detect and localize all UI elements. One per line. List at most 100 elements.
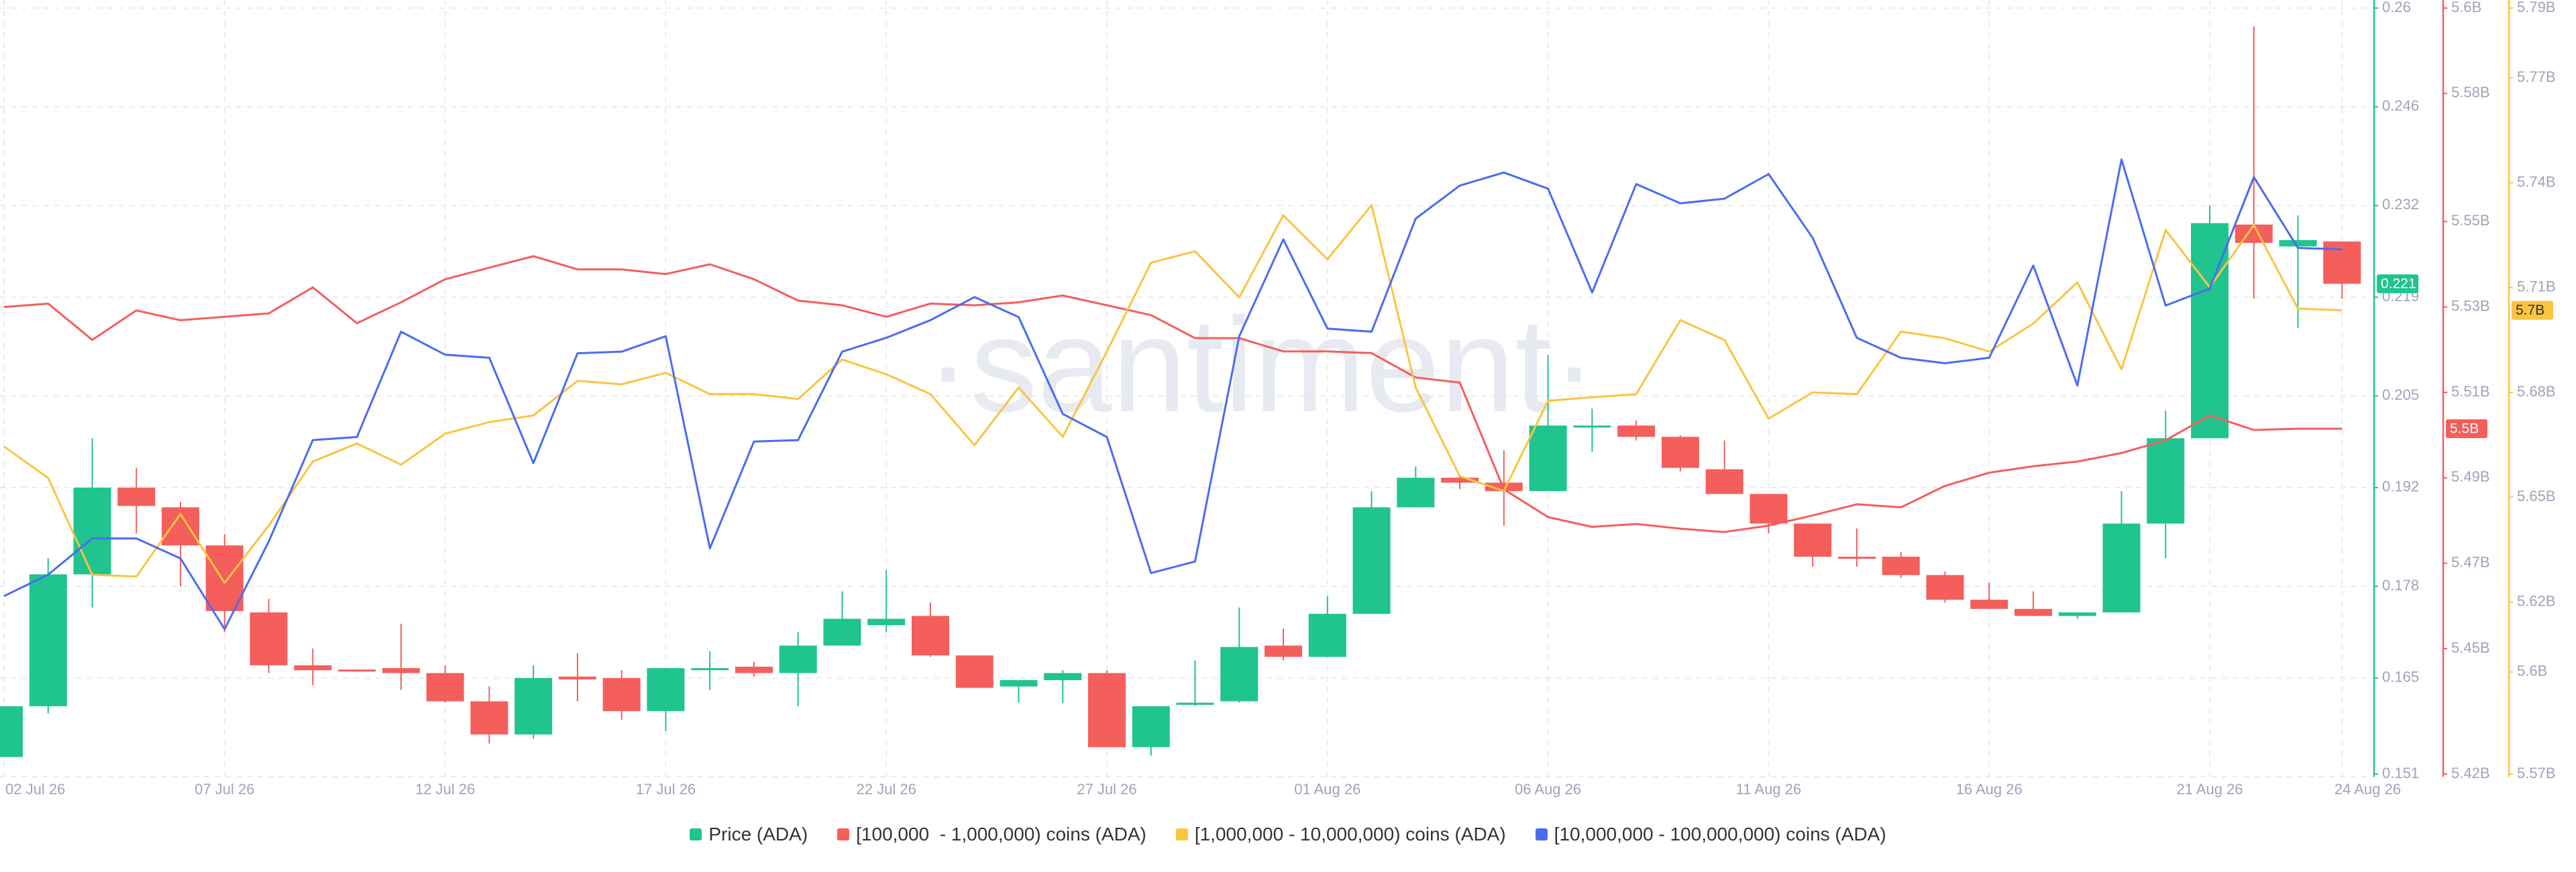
y-tick-label: 0.246 xyxy=(2382,97,2419,114)
candle-body xyxy=(1176,702,1214,705)
candle-body xyxy=(602,677,641,712)
candle-body xyxy=(691,668,729,671)
y-tick-label: 0.232 xyxy=(2382,196,2419,213)
y-tick-label: 0.165 xyxy=(2382,669,2419,686)
legend-item[interactable]: Price (ADA) xyxy=(690,824,808,845)
legend-swatch xyxy=(1535,828,1548,840)
candle-body xyxy=(515,677,553,734)
x-tick-label: 17 Jul 26 xyxy=(636,781,696,798)
legend-swatch xyxy=(1175,828,1188,840)
candle-body xyxy=(867,618,906,625)
x-tick-label: 12 Jul 26 xyxy=(415,781,475,798)
y-tick-label: 5.53B xyxy=(2451,297,2490,314)
candle-body xyxy=(1044,673,1082,680)
y-tick-label: 5.79B xyxy=(2517,0,2556,15)
x-tick-label: 27 Jul 26 xyxy=(1077,781,1136,798)
legend: Price (ADA) [100,000 - 1,000,000) coins (… xyxy=(0,824,2576,845)
candle-body xyxy=(1573,425,1611,428)
candle-body xyxy=(1617,425,1656,437)
legend-label: Price (ADA) xyxy=(708,824,808,844)
legend-label: [1,000,000 - 10,000,000) coins (ADA) xyxy=(1194,824,1506,844)
y-tick-label: 5.58B xyxy=(2451,84,2490,101)
y-tick-label: 0.205 xyxy=(2382,386,2419,403)
candle-body xyxy=(1000,679,1038,687)
current-value-label: 0.221 xyxy=(2381,276,2416,292)
y-tick-label: 0.151 xyxy=(2382,765,2419,781)
candle-body xyxy=(558,676,596,679)
y-tick-label: 0.26 xyxy=(2382,0,2411,15)
candle-body xyxy=(823,618,861,646)
y-tick-label: 5.55B xyxy=(2451,212,2490,229)
candle-body xyxy=(1705,469,1743,494)
candle-body xyxy=(0,706,23,757)
candle-body xyxy=(1750,494,1788,524)
current-value-label: 5.7B xyxy=(2516,303,2544,318)
candle-body xyxy=(1837,556,1876,559)
candle-body xyxy=(250,612,288,665)
current-value-badge xyxy=(2377,274,2418,294)
candle-body xyxy=(1308,614,1346,657)
candle-body xyxy=(470,701,508,734)
y-tick-label: 5.71B xyxy=(2517,278,2556,295)
y-tick-label: 5.45B xyxy=(2451,639,2490,656)
x-tick-label: 06 Aug 26 xyxy=(1515,781,1581,798)
series-line xyxy=(3,255,2343,533)
x-tick-label: 22 Jul 26 xyxy=(857,781,916,798)
x-tick-label: 24 Aug 26 xyxy=(2334,781,2401,798)
candle-body xyxy=(2014,608,2052,616)
legend-swatch xyxy=(690,828,702,840)
candle-body xyxy=(911,616,949,656)
candle-body xyxy=(2279,239,2317,247)
candle-body xyxy=(382,668,420,673)
candle-body xyxy=(1882,556,1920,576)
candle-body xyxy=(294,665,332,671)
candle-body xyxy=(117,487,156,506)
candle-body xyxy=(2102,523,2141,613)
x-tick-label: 01 Aug 26 xyxy=(1294,781,1360,798)
x-tick-label: 11 Aug 26 xyxy=(1736,781,1801,798)
x-tick-label: 16 Aug 26 xyxy=(1956,781,2023,798)
candle-body xyxy=(1088,673,1126,747)
candle-body xyxy=(2323,241,2361,284)
series-line xyxy=(3,158,2343,631)
candle-body xyxy=(1794,523,1832,557)
legend-label: [100,000 - 1,000,000) coins (ADA) xyxy=(856,824,1146,844)
candle-body xyxy=(647,668,685,712)
x-tick-label: 21 Aug 26 xyxy=(2176,781,2243,798)
candle-body xyxy=(1397,478,1435,508)
candle-body xyxy=(2147,438,2185,524)
candle-body xyxy=(338,669,376,672)
y-tick-label: 5.6B xyxy=(2517,663,2547,679)
candle-body xyxy=(2058,612,2096,616)
legend-label: [10,000,000 - 100,000,000) coins (ADA) xyxy=(1554,824,1886,844)
candle-body xyxy=(29,574,67,706)
candle-body xyxy=(1220,647,1258,702)
y-tick-label: 5.42B xyxy=(2451,765,2490,781)
current-value-label: 5.5B xyxy=(2450,421,2479,437)
y-tick-label: 0.192 xyxy=(2382,478,2419,495)
candle-body xyxy=(1661,437,1699,468)
y-tick-label: 5.62B xyxy=(2517,592,2556,609)
legend-item[interactable]: [100,000 - 1,000,000) coins (ADA) xyxy=(837,824,1146,845)
legend-item[interactable]: [10,000,000 - 100,000,000) coins (ADA) xyxy=(1535,824,1886,845)
candle-body xyxy=(73,487,111,575)
y-tick-label: 5.77B xyxy=(2517,68,2556,85)
y-tick-label: 5.57B xyxy=(2517,765,2556,781)
x-tick-label: 02 Jul 26 xyxy=(5,781,65,798)
legend-swatch xyxy=(837,828,850,840)
candle-body xyxy=(955,655,994,688)
candle-body xyxy=(1132,706,1170,747)
candle-body xyxy=(735,666,773,673)
y-tick-label: 5.65B xyxy=(2517,488,2556,504)
candle-body xyxy=(1441,478,1479,483)
legend-item[interactable]: [1,000,000 - 10,000,000) coins (ADA) xyxy=(1175,824,1506,845)
candle-body xyxy=(205,545,244,611)
y-tick-label: 5.68B xyxy=(2517,383,2556,400)
candle-body xyxy=(779,645,817,673)
current-value-badge xyxy=(2446,419,2487,439)
candle-body xyxy=(1529,425,1567,492)
watermark: ·santiment· xyxy=(926,290,1597,440)
candle-body xyxy=(1265,645,1303,657)
y-tick-label: 5.51B xyxy=(2451,383,2490,400)
